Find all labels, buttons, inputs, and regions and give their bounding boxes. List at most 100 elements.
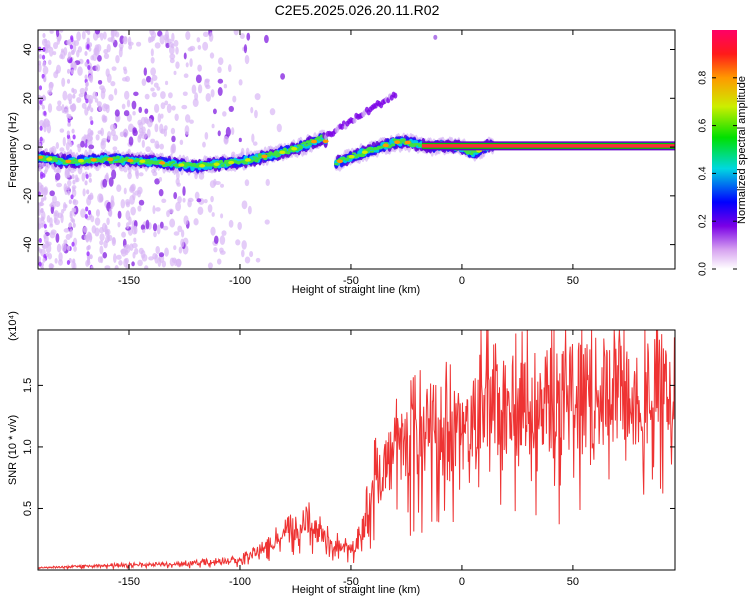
y-tick-label: 1.5 — [22, 378, 34, 393]
spectral-speck — [217, 87, 223, 96]
spectral-speck — [47, 252, 53, 260]
spectral-speck — [145, 219, 150, 230]
spectral-speck — [69, 104, 73, 110]
spectral-speck — [193, 218, 199, 226]
spectral-speck — [211, 123, 215, 129]
spectral-speck — [187, 47, 194, 52]
spectral-speck — [89, 116, 93, 122]
spectral-speck — [232, 95, 237, 103]
spectral-speck — [89, 254, 93, 260]
spectral-speck — [84, 61, 88, 67]
spectral-speck — [106, 44, 111, 53]
spectral-speck — [170, 127, 176, 135]
spectral-speck — [82, 188, 86, 197]
ridge-blob — [149, 160, 154, 163]
spectral-speck — [181, 104, 188, 110]
spectral-speck — [43, 77, 47, 83]
spectral-speck — [182, 91, 188, 96]
spectral-speck — [220, 183, 225, 188]
spectral-speck — [250, 106, 254, 114]
spectrogram-marks — [38, 30, 675, 269]
spectral-speck — [46, 119, 51, 128]
spectral-speck — [43, 169, 47, 175]
spectral-speck — [210, 195, 214, 203]
spectral-speck — [150, 138, 156, 144]
spectral-speck — [154, 178, 160, 185]
spectral-speck — [169, 218, 176, 228]
ridge-hotspot — [382, 143, 389, 148]
spectral-speck — [161, 198, 167, 204]
spectral-speck — [159, 143, 164, 150]
spectral-speck — [223, 135, 229, 145]
snr-marks — [38, 330, 675, 570]
spectral-speck — [176, 182, 181, 187]
spectral-speck — [138, 106, 143, 113]
spectral-speck — [133, 226, 138, 235]
chart-title: C2E5.2025.026.20.11.R02 — [274, 2, 440, 18]
spectral-speck — [175, 46, 179, 55]
spectral-speck — [150, 77, 154, 85]
spectral-speck — [150, 67, 156, 76]
spectral-speck — [48, 262, 54, 269]
spectral-speck — [108, 208, 113, 218]
x-tick-label: -100 — [229, 275, 251, 287]
x-tick-label: 50 — [567, 576, 579, 588]
spectral-speck — [44, 44, 51, 50]
spectral-speck — [100, 127, 104, 137]
spectral-speck — [144, 108, 149, 114]
spectral-speck — [38, 104, 41, 111]
spectral-speck — [127, 123, 134, 133]
spectral-speck — [142, 229, 146, 234]
spectral-speck — [128, 44, 133, 50]
spectral-speck — [49, 203, 54, 208]
spectral-speck — [123, 110, 130, 117]
spectral-speck — [158, 176, 163, 182]
spectral-speck — [280, 73, 286, 80]
spectral-speck — [129, 194, 135, 205]
spectral-speck — [88, 144, 95, 150]
snr-plot: -150 -100 -50 0 50 0.5 1.0 1.5 Height of strai… — [7, 311, 676, 596]
ridge-blob — [334, 162, 339, 166]
spectral-speck — [109, 123, 116, 131]
ridge-blob — [367, 146, 373, 151]
ridge-blob — [401, 138, 406, 142]
spectral-speck — [55, 30, 60, 38]
spectral-speck — [118, 47, 123, 58]
spectral-speck — [121, 77, 128, 82]
spectral-speck — [43, 187, 47, 193]
spectral-speck — [183, 52, 187, 60]
spectral-speck — [69, 142, 73, 148]
spectral-speck — [42, 32, 46, 38]
spectral-speck — [164, 30, 169, 40]
spectral-speck — [122, 36, 128, 45]
spectral-speck — [67, 190, 71, 196]
spectral-speck — [72, 258, 76, 264]
spectral-speck — [72, 134, 76, 140]
spectral-speck — [233, 30, 239, 36]
spectral-speck — [58, 252, 63, 262]
ridge-blob — [275, 154, 280, 158]
spectral-speck — [166, 103, 172, 114]
spectral-speck — [244, 179, 250, 187]
spectral-speck — [81, 102, 87, 109]
ridge-hotspot — [348, 154, 355, 159]
spectral-speck — [41, 54, 46, 60]
spectral-speck — [114, 88, 118, 96]
spectral-speck — [82, 226, 88, 233]
spectral-speck — [72, 198, 77, 204]
spectral-speck — [66, 134, 71, 140]
spectral-speck — [153, 82, 159, 88]
x-tick-label: -50 — [343, 576, 359, 588]
ridge-hotspot — [65, 159, 72, 164]
spectral-speck — [127, 172, 132, 180]
spectral-speck — [50, 229, 57, 235]
spectral-speck — [149, 36, 154, 43]
spectral-speck — [41, 188, 45, 196]
spectral-speck — [197, 45, 202, 50]
snr-series-line — [38, 330, 675, 570]
ridge-blob — [469, 152, 474, 155]
x-tick-label: -150 — [118, 275, 140, 287]
spectral-speck — [99, 227, 104, 234]
spectral-speck — [54, 201, 61, 208]
spectral-speck — [98, 104, 103, 112]
